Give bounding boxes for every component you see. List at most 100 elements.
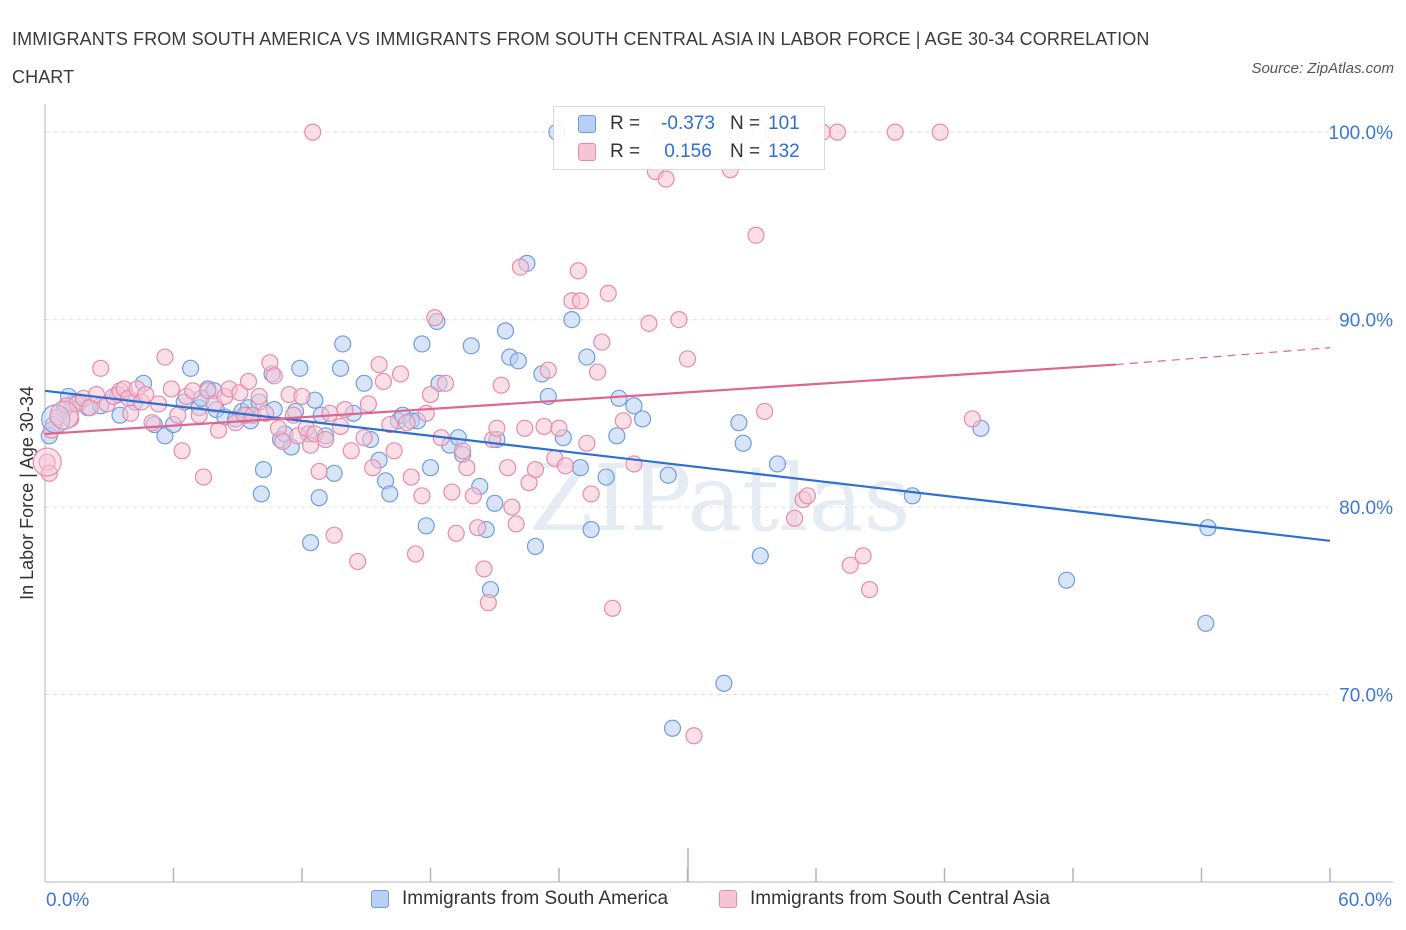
pink-data-point xyxy=(194,468,213,486)
pink-data-point xyxy=(325,526,343,544)
chart-title: IMMIGRANTS FROM SOUTH AMERICA VS IMMIGRA… xyxy=(12,29,1150,87)
pink-data-point xyxy=(436,374,455,392)
n-label: N = xyxy=(730,113,761,134)
pink-data-point xyxy=(685,727,703,745)
n-value: 132 xyxy=(768,141,800,162)
pink-data-point xyxy=(479,594,497,612)
pink-data-point xyxy=(828,123,847,141)
blue-data-point xyxy=(301,534,320,552)
stats-box: R = -0.373 N = 101 R = 0.156 N = 132 xyxy=(553,106,825,170)
pink-data-point xyxy=(854,547,872,565)
blue-data-point xyxy=(715,674,733,692)
pink-data-point xyxy=(250,387,268,406)
pink-data-point xyxy=(678,350,697,368)
pink-data-point xyxy=(349,552,367,571)
legend-item-south-america[interactable]: Immigrants from South America xyxy=(371,888,668,910)
pink-data-point xyxy=(385,442,403,460)
blue-data-point xyxy=(334,335,352,353)
blue-data-point xyxy=(252,485,270,503)
blue-data-point xyxy=(462,337,480,355)
legend: Immigrants from South America Immigrants… xyxy=(0,888,1406,916)
pink-data-point xyxy=(359,395,377,413)
pink-data-point xyxy=(539,361,557,379)
pink-data-point xyxy=(355,429,373,447)
pink-data-point xyxy=(413,487,431,505)
r-label: R = xyxy=(610,113,641,134)
blue-data-point xyxy=(1197,614,1215,632)
pink-data-point xyxy=(931,123,949,141)
pink-data-point xyxy=(443,483,461,501)
pink-data-point xyxy=(92,359,110,377)
pink-data-point xyxy=(342,442,360,460)
blue-data-point xyxy=(659,466,677,484)
source-label: Source: ZipAtlas.com xyxy=(1251,60,1394,77)
blue-data-point xyxy=(625,397,643,415)
blue-data-point xyxy=(254,460,273,479)
x-axis-right-label: 60.0% xyxy=(1338,890,1392,911)
pink-data-point xyxy=(841,556,859,574)
pink-data-point xyxy=(785,509,804,527)
pink-data-point xyxy=(162,380,180,398)
pink-data-point xyxy=(458,459,476,477)
pink-data-point xyxy=(293,387,311,406)
y-axis-label: In Labor Force | Age 30-34 xyxy=(17,386,37,600)
blue-data-point xyxy=(331,359,350,377)
pink-data-point xyxy=(963,410,981,428)
pink-data-point xyxy=(464,487,482,505)
blue-swatch xyxy=(578,115,596,133)
pink-data-point xyxy=(550,419,568,437)
blue-data-point xyxy=(1057,571,1076,589)
pink-data-point xyxy=(526,460,545,479)
blue-data-point xyxy=(381,485,399,503)
blue-data-point xyxy=(730,414,748,432)
pink-data-point xyxy=(169,406,187,424)
n-label: N = xyxy=(730,141,761,162)
pink-data-point xyxy=(40,464,58,482)
blue-data-point xyxy=(563,310,581,329)
pink-data-point xyxy=(657,170,675,188)
pink-data-point xyxy=(402,468,420,486)
pink-data-point xyxy=(184,382,202,400)
pink-swatch xyxy=(578,143,596,161)
pink-data-point xyxy=(582,485,600,503)
pink-data-point xyxy=(860,580,879,599)
y-tick-label: 90.0% xyxy=(1339,311,1393,332)
stats-row-blue: R = -0.373 N = 101 xyxy=(578,111,800,137)
blue-data-point xyxy=(325,464,343,482)
pink-data-point xyxy=(588,363,607,381)
blue-data-point xyxy=(486,494,504,512)
blue-data-point xyxy=(571,459,590,477)
pink-data-point xyxy=(578,434,596,452)
pink-data-point xyxy=(499,459,517,477)
pink-data-point xyxy=(398,414,416,432)
pink-data-point xyxy=(556,457,575,475)
pink-data-point xyxy=(614,412,632,430)
blue-data-point xyxy=(582,520,600,539)
blue-data-point xyxy=(182,359,200,377)
blue-data-point xyxy=(509,352,527,370)
pink-data-point xyxy=(370,355,388,374)
blue-data-point xyxy=(608,427,626,445)
legend-label: Immigrants from South America xyxy=(402,888,669,909)
pink-data-point xyxy=(755,402,774,421)
pink-data-point xyxy=(173,442,191,460)
x-axis-left-label: 0.0% xyxy=(46,890,90,911)
cluster-point xyxy=(49,400,79,430)
pink-data-point xyxy=(798,487,817,505)
pink-data-point xyxy=(321,404,339,422)
pink-data-point xyxy=(535,417,553,436)
blue-data-point xyxy=(663,719,682,737)
blue-data-point xyxy=(734,434,752,452)
pink-data-point xyxy=(406,545,425,563)
pink-data-point xyxy=(469,519,487,537)
blue-data-point xyxy=(751,547,769,565)
r-value: 0.156 xyxy=(664,141,712,162)
blue-data-point xyxy=(355,374,373,392)
blue-data-point xyxy=(413,335,431,353)
pink-data-point xyxy=(603,599,622,617)
pink-data-point xyxy=(516,419,534,437)
blue-data-point xyxy=(610,389,628,407)
legend-swatch-blue xyxy=(371,890,389,908)
pink-data-point xyxy=(747,226,765,244)
legend-item-south-central-asia[interactable]: Immigrants from South Central Asia xyxy=(719,888,1050,910)
